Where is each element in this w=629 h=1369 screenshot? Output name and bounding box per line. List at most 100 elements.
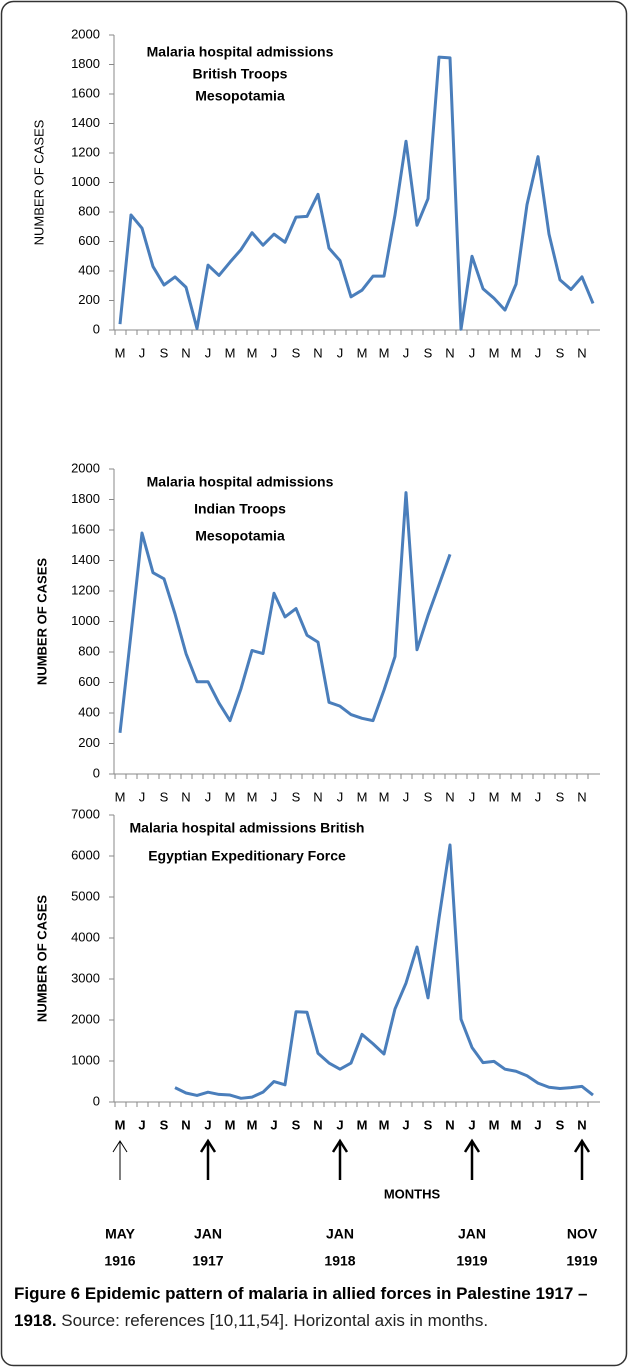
chart-title: Malaria hospital admissions British xyxy=(130,820,365,836)
annotation-label: 1918 xyxy=(324,1253,355,1269)
annotation-label: JAN xyxy=(194,1226,222,1242)
y-tick-label: 1000 xyxy=(71,174,100,189)
x-tick-label: M xyxy=(379,1117,390,1132)
x-tick-label: J xyxy=(205,789,212,804)
x-tick-label: J xyxy=(205,345,212,360)
chart-title: Malaria hospital admissions xyxy=(147,44,334,60)
x-tick-label: S xyxy=(424,345,433,360)
y-tick-label: 1000 xyxy=(71,613,100,628)
x-tick-label: S xyxy=(556,789,565,804)
annotation-label: 1917 xyxy=(192,1253,223,1269)
x-tick-label: J xyxy=(402,1117,409,1132)
y-tick-label: 1400 xyxy=(71,552,100,567)
y-tick-label: 1200 xyxy=(71,582,100,597)
y-tick-label: 1600 xyxy=(71,521,100,536)
caption-bold: Figure 6 Epidemic pattern of malaria in … xyxy=(14,1284,588,1330)
y-tick-label: 800 xyxy=(78,643,100,658)
y-tick-label: 2000 xyxy=(71,1011,100,1026)
x-tick-label: J xyxy=(138,1117,145,1132)
x-tick-label: M xyxy=(379,345,390,360)
x-tick-label: J xyxy=(204,1117,211,1132)
y-tick-label: 1000 xyxy=(71,1052,100,1067)
x-tick-label: N xyxy=(445,789,454,804)
x-tick-label: J xyxy=(271,345,278,360)
y-tick-label: 200 xyxy=(78,292,100,307)
chart-title: Mesopotamia xyxy=(195,88,285,104)
annotation-label: 1919 xyxy=(566,1253,597,1269)
y-tick-label: 1200 xyxy=(71,144,100,159)
x-tick-label: M xyxy=(357,345,368,360)
x-tick-label: J xyxy=(337,789,344,804)
x-tick-label: S xyxy=(160,789,169,804)
arrow-head xyxy=(573,1138,591,1153)
x-tick-label: S xyxy=(292,1117,301,1132)
caption: Figure 6 Epidemic pattern of malaria in … xyxy=(14,1280,614,1334)
x-tick-label: M xyxy=(357,789,368,804)
x-tick-label: M xyxy=(489,345,500,360)
x-tick-label: N xyxy=(181,1117,190,1132)
x-tick-label: N xyxy=(577,345,586,360)
x-tick-label: J xyxy=(469,345,476,360)
x-axis-label: MONTHS xyxy=(384,1186,441,1201)
annotation-label: 1919 xyxy=(456,1253,487,1269)
x-tick-label: M xyxy=(115,789,126,804)
x-tick-label: S xyxy=(556,1117,565,1132)
x-tick-label: M xyxy=(247,345,258,360)
x-tick-label: N xyxy=(181,345,190,360)
x-tick-label: J xyxy=(271,789,278,804)
y-tick-label: 400 xyxy=(78,704,100,719)
y-tick-label: 7000 xyxy=(71,806,100,821)
y-tick-label: 600 xyxy=(78,674,100,689)
annotation-label: NOV xyxy=(567,1226,598,1242)
x-tick-label: J xyxy=(469,789,476,804)
x-tick-label: M xyxy=(489,1117,500,1132)
x-tick-label: M xyxy=(511,1117,522,1132)
arrow-head xyxy=(112,1140,128,1153)
x-tick-label: J xyxy=(534,1117,541,1132)
x-tick-label: M xyxy=(511,789,522,804)
x-tick-label: J xyxy=(403,789,410,804)
x-tick-label: M xyxy=(115,1117,126,1132)
chart-title: Malaria hospital admissions xyxy=(147,474,334,490)
x-tick-label: M xyxy=(225,789,236,804)
x-tick-label: M xyxy=(247,1117,258,1132)
x-tick-label: S xyxy=(292,789,301,804)
x-tick-label: N xyxy=(445,1117,454,1132)
x-tick-label: S xyxy=(424,789,433,804)
y-tick-label: 1400 xyxy=(71,115,100,130)
annotation-label: 1916 xyxy=(104,1253,135,1269)
annotation-label: JAN xyxy=(458,1226,486,1242)
x-tick-label: J xyxy=(270,1117,277,1132)
y-tick-label: 1800 xyxy=(71,491,100,506)
arrow-head xyxy=(199,1138,217,1153)
line-series xyxy=(174,843,594,1100)
x-tick-label: N xyxy=(313,345,322,360)
x-tick-label: M xyxy=(247,789,258,804)
x-tick-label: M xyxy=(225,1117,236,1132)
x-tick-label: N xyxy=(181,789,190,804)
x-tick-label: S xyxy=(292,345,301,360)
y-axis-label: NUMBER OF CASES xyxy=(31,119,46,245)
x-tick-label: N xyxy=(445,345,454,360)
y-tick-label: 600 xyxy=(78,233,100,248)
chart-title: Mesopotamia xyxy=(195,528,285,544)
x-tick-label: S xyxy=(160,345,169,360)
y-tick-label: 400 xyxy=(78,262,100,277)
y-tick-label: 0 xyxy=(93,1093,100,1108)
x-tick-label: M xyxy=(379,789,390,804)
y-tick-label: 2000 xyxy=(71,26,100,41)
x-tick-label: J xyxy=(336,1117,343,1132)
y-axis-label: NUMBER OF CASES xyxy=(34,558,49,685)
y-tick-label: 2000 xyxy=(71,460,100,475)
x-tick-label: N xyxy=(577,789,586,804)
y-tick-label: 0 xyxy=(93,321,100,336)
chart-title: Indian Troops xyxy=(194,501,286,517)
line-series xyxy=(118,491,452,733)
y-tick-label: 200 xyxy=(78,735,100,750)
arrow-head xyxy=(331,1138,349,1153)
line-series xyxy=(118,55,595,331)
x-tick-label: J xyxy=(139,789,146,804)
